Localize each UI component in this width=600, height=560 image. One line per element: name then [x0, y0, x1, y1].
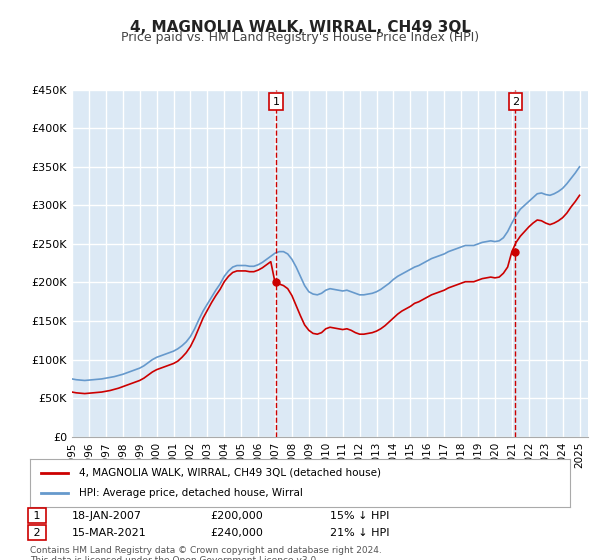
Text: 15% ↓ HPI: 15% ↓ HPI	[330, 511, 389, 521]
Text: 2: 2	[512, 96, 519, 106]
Text: HPI: Average price, detached house, Wirral: HPI: Average price, detached house, Wirr…	[79, 488, 302, 498]
Text: 1: 1	[30, 511, 44, 521]
Text: 15-MAR-2021: 15-MAR-2021	[72, 528, 147, 538]
Text: 4, MAGNOLIA WALK, WIRRAL, CH49 3QL (detached house): 4, MAGNOLIA WALK, WIRRAL, CH49 3QL (deta…	[79, 468, 380, 478]
Text: 2: 2	[30, 528, 44, 538]
Text: £240,000: £240,000	[210, 528, 263, 538]
Text: Price paid vs. HM Land Registry's House Price Index (HPI): Price paid vs. HM Land Registry's House …	[121, 31, 479, 44]
Text: £200,000: £200,000	[210, 511, 263, 521]
Text: 4, MAGNOLIA WALK, WIRRAL, CH49 3QL: 4, MAGNOLIA WALK, WIRRAL, CH49 3QL	[130, 20, 470, 35]
Text: 18-JAN-2007: 18-JAN-2007	[72, 511, 142, 521]
Text: 1: 1	[272, 96, 280, 106]
Text: 21% ↓ HPI: 21% ↓ HPI	[330, 528, 389, 538]
Text: Contains HM Land Registry data © Crown copyright and database right 2024.
This d: Contains HM Land Registry data © Crown c…	[30, 546, 382, 560]
